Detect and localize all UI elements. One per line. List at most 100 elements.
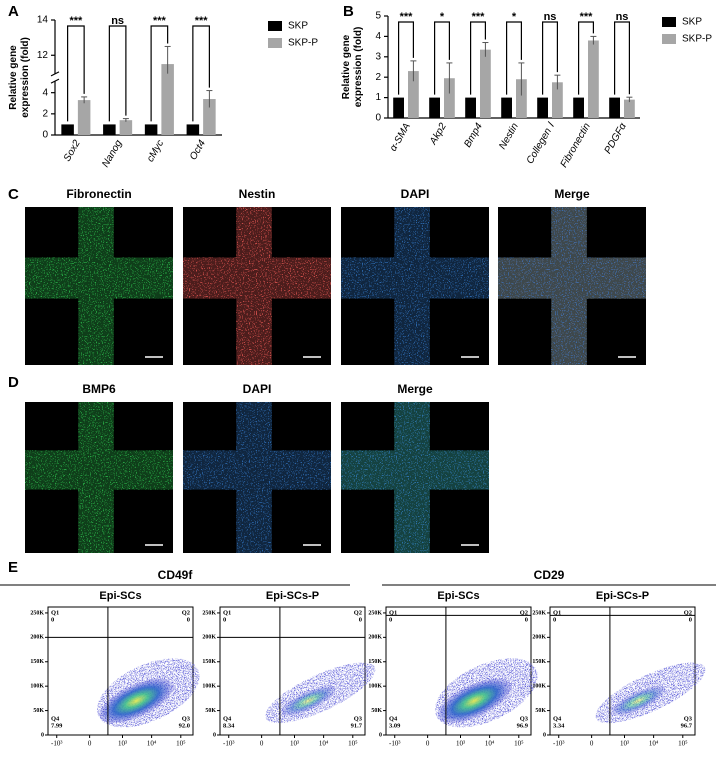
x-tick-label: Collegen Ⅰ [525, 120, 558, 166]
bar [77, 100, 91, 135]
y-tick-label: 4 [375, 31, 381, 42]
y-tick-label: 0 [543, 732, 546, 738]
quadrant-name: Q3 [354, 715, 363, 722]
significance-bracket [108, 25, 127, 122]
image-speckle [498, 207, 646, 365]
x-tick-label: cMyc [145, 138, 166, 164]
bar [480, 49, 491, 118]
x-tick-label: Bmp4 [462, 121, 485, 150]
y-tick-label: 200K [202, 635, 216, 641]
x-tick-label: Nanog [100, 138, 124, 169]
bar [393, 97, 404, 118]
bar [588, 40, 599, 119]
quadrant-name: Q1 [553, 609, 561, 616]
quadrant-name: Q3 [684, 715, 693, 722]
y-tick-label: 150K [368, 659, 382, 665]
plot-title: Epi-SCs [437, 590, 479, 602]
x-tick-label: -10³ [553, 740, 564, 748]
y-tick-label: 250K [532, 610, 546, 616]
y-tick-label: 200K [368, 635, 382, 641]
scale-bar-label: 200 µm [136, 530, 167, 540]
density-core [610, 685, 666, 716]
bar [429, 97, 440, 118]
channel-label: DAPI [401, 187, 430, 201]
legend-label: SKP-P [288, 38, 318, 49]
quadrant-value: 96.7 [681, 722, 693, 729]
y-tick-label: 12 [37, 50, 49, 61]
significance-bracket [506, 21, 522, 95]
significance-label: ns [544, 11, 557, 23]
bar [552, 82, 563, 118]
x-tick-label: 10³ [118, 740, 127, 748]
quadrant-name: Q2 [354, 609, 362, 616]
quadrant-name: Q2 [520, 609, 528, 616]
x-tick-label: 10⁴ [649, 740, 659, 748]
panel-label: D [8, 374, 19, 391]
x-tick-label: α-SMA [388, 121, 413, 153]
quadrant-name: Q4 [389, 715, 398, 722]
panel-label: C [8, 186, 19, 203]
x-tick-label: 10⁴ [485, 740, 495, 748]
x-tick-label: Fibronectin [559, 121, 593, 170]
y-tick-label: 0 [375, 113, 381, 124]
quadrant-value: 0 [553, 616, 556, 623]
x-tick-label: 10³ [620, 740, 629, 748]
bar [573, 97, 584, 118]
channel-label: Merge [554, 187, 590, 201]
y-tick-label: 100K [30, 684, 44, 690]
channel-label: BMP6 [82, 382, 116, 396]
bar [203, 99, 216, 135]
panel-label: B [343, 3, 354, 20]
bar [61, 124, 74, 135]
x-tick-label: 10³ [456, 740, 465, 748]
x-tick-label: Akp2 [427, 121, 449, 147]
scale-bar-label: 200 µm [452, 530, 483, 540]
quadrant-value: 0 [689, 616, 692, 623]
significance-bracket [578, 21, 594, 95]
x-tick-label: 10³ [290, 740, 299, 748]
quadrant-value: 3.09 [389, 722, 401, 729]
x-tick-label: -10³ [223, 740, 234, 748]
legend-label: SKP [288, 21, 308, 32]
y-tick-label: 100K [368, 684, 382, 690]
y-tick-label: 2 [42, 108, 48, 119]
legend-swatch [268, 38, 282, 48]
scale-bar-label: 200 µm [294, 342, 325, 352]
axis-break-mark [50, 71, 60, 77]
quadrant-value: 0 [389, 616, 392, 623]
quadrant-value: 96.9 [517, 722, 529, 729]
quadrant-name: Q1 [223, 609, 231, 616]
image-speckle [341, 207, 489, 365]
y-tick-label: 5 [375, 11, 381, 22]
quadrant-value: 0 [51, 616, 54, 623]
axis-break [52, 73, 58, 82]
significance-label: *** [195, 15, 209, 27]
quadrant-name: Q4 [51, 715, 60, 722]
significance-bracket [150, 25, 169, 122]
x-tick-label: 10⁵ [348, 740, 358, 748]
x-tick-label: 10⁵ [514, 740, 524, 748]
quadrant-name: Q2 [182, 609, 190, 616]
y-tick-label: 1 [375, 92, 381, 103]
image-speckle [25, 402, 173, 553]
channel-label: Fibronectin [66, 187, 131, 201]
significance-label: ns [111, 15, 124, 27]
x-tick-label: 0 [590, 740, 594, 748]
y-tick-label: 0 [379, 732, 382, 738]
significance-bracket [192, 25, 210, 122]
significance-bracket [434, 21, 450, 95]
significance-bracket [470, 21, 486, 95]
scale-bar-label: 200 µm [452, 342, 483, 352]
significance-label: * [440, 11, 445, 23]
panel-label: E [8, 559, 18, 576]
y-tick-label: 200K [30, 635, 44, 641]
significance-label: * [512, 11, 517, 23]
quadrant-value: 0 [359, 616, 362, 623]
y-tick-label: 200K [532, 635, 546, 641]
quadrant-value: 0 [187, 616, 190, 623]
quadrant-value: 3.34 [553, 722, 565, 729]
axis-break-mark [50, 78, 60, 84]
bar [537, 97, 548, 118]
quadrant-value: 91.7 [351, 722, 363, 729]
x-tick-label: PDGFα [603, 121, 629, 156]
